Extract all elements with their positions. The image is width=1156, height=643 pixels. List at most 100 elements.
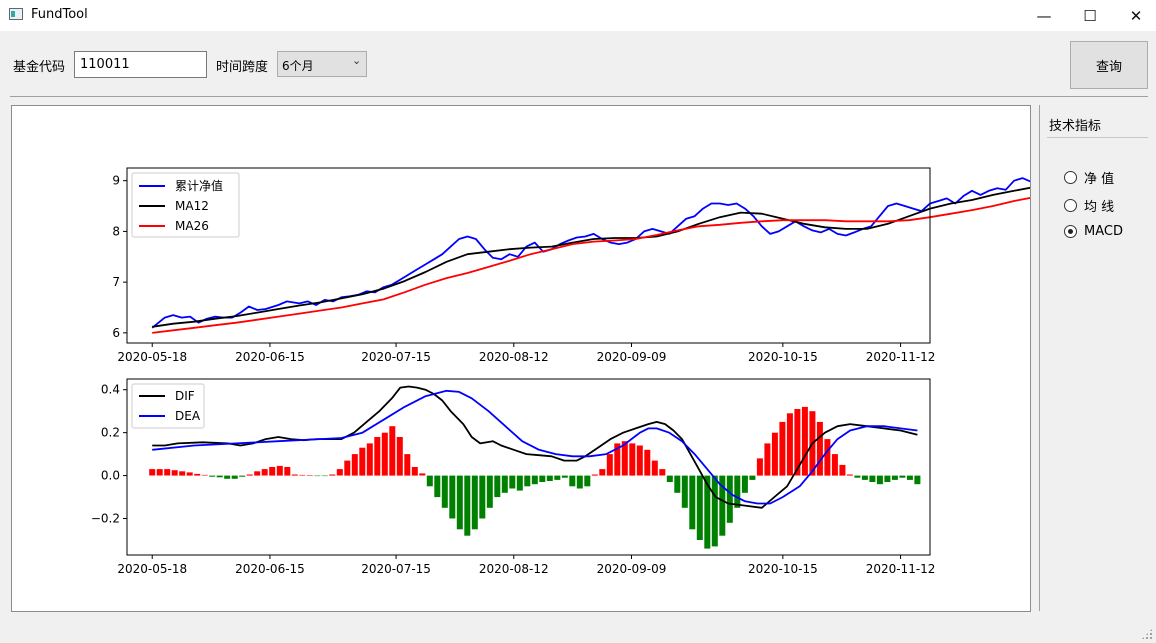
legend-label-MA26: MA26 (175, 219, 209, 233)
radio-macd[interactable]: MACD (1064, 224, 1123, 239)
macd-bar (689, 475, 696, 530)
macd-bar (651, 460, 658, 476)
radio-ma[interactable]: 均 线 (1064, 196, 1114, 215)
series-line-累计净值 (151, 174, 1048, 329)
radio-circle[interactable] (1064, 199, 1077, 212)
nav-chart-xtick-label: 2020-06-15 (235, 350, 305, 364)
macd-bar (696, 475, 703, 540)
macd-bar (164, 469, 171, 476)
nav-chart-ytick-label: 9 (112, 174, 120, 188)
macd-chart-xtick-label: 2020-08-12 (479, 562, 549, 576)
macd-bar (149, 469, 156, 476)
macd-chart-ytick-label: 0.0 (101, 469, 120, 483)
macd-bar (614, 443, 621, 476)
macd-bar (786, 413, 793, 476)
minimize-button[interactable]: — (1036, 6, 1052, 25)
macd-bar (336, 469, 343, 476)
macd-bar (276, 465, 283, 476)
macd-bar (156, 469, 163, 476)
macd-bar (254, 471, 261, 476)
app-icon (9, 8, 23, 20)
macd-bar (606, 454, 613, 476)
radio-nav[interactable]: 净 值 (1064, 168, 1114, 187)
macd-bar (524, 475, 531, 487)
macd-bar (831, 454, 838, 476)
radio-circle-checked[interactable] (1064, 225, 1077, 238)
macd-bar (359, 447, 366, 476)
macd-bar (299, 474, 306, 476)
nav-chart-frame (126, 167, 931, 344)
macd-bar (891, 475, 898, 480)
macd-bar (494, 475, 501, 498)
macd-bar (674, 475, 681, 493)
series-line-DEA (152, 389, 918, 505)
radio-label-macd: MACD (1084, 224, 1123, 239)
macd-bar (779, 421, 786, 476)
macd-bar (539, 475, 546, 482)
chart-canvas: 2020-05-18 2020-06-15 2020-07-15 2020-08-12… (11, 105, 1048, 612)
macd-bar (734, 475, 741, 508)
macd-bar (509, 475, 516, 489)
macd-bar (854, 475, 861, 478)
macd-bar (546, 475, 553, 481)
macd-bar (659, 469, 666, 476)
macd-bar (314, 475, 321, 477)
macd-bar (801, 406, 808, 476)
macd-bar (749, 475, 756, 480)
macd-bar (434, 475, 441, 498)
macd-chart-xtick-label: 2020-10-15 (748, 562, 818, 576)
macd-bar (531, 475, 538, 485)
macd-bar (389, 426, 396, 476)
macd-bar (171, 470, 178, 476)
time-span-select[interactable]: 6个月 ⌄ (277, 51, 367, 77)
macd-bar (426, 475, 433, 487)
macd-bar (666, 475, 673, 482)
macd-bar (464, 475, 471, 536)
macd-bar (794, 409, 801, 476)
macd-bar (449, 475, 456, 519)
maximize-button[interactable]: ☐ (1083, 6, 1097, 25)
query-button[interactable]: 查询 (1070, 41, 1148, 89)
nav-chart-xtick-label: 2020-10-15 (748, 350, 818, 364)
macd-bar (351, 454, 358, 476)
nav-chart-xtick-label: 2020-08-12 (479, 350, 549, 364)
macd-bar (569, 475, 576, 487)
fund-code-label: 基金代码 (13, 60, 66, 75)
macd-bar (456, 475, 463, 530)
macd-chart-legend: DIF DEA (131, 383, 205, 429)
macd-bar (561, 475, 568, 478)
macd-bar (621, 441, 628, 476)
macd-bar (239, 475, 246, 477)
macd-bar (396, 437, 403, 476)
time-span-value: 6个月 (282, 59, 314, 73)
close-button[interactable]: ✕ (1129, 6, 1143, 25)
macd-bar (719, 475, 726, 536)
macd-bar (374, 437, 381, 476)
radio-circle[interactable] (1064, 171, 1077, 184)
macd-chart-xtick-label: 2020-11-12 (866, 562, 936, 576)
series-line-MA12 (152, 184, 1048, 328)
legend-label-MA12: MA12 (175, 199, 209, 213)
macd-chart-xtick-label: 2020-07-15 (361, 562, 431, 576)
macd-bar (516, 475, 523, 491)
macd-bar (329, 474, 336, 476)
macd-bar (486, 475, 493, 508)
macd-bar (246, 474, 253, 476)
panel-title-underline (1047, 137, 1148, 138)
panel-divider (1039, 105, 1040, 611)
macd-bar (381, 432, 388, 476)
macd-bar (306, 475, 313, 476)
resize-grip-icon[interactable] (1141, 628, 1153, 640)
macd-bar (269, 467, 276, 476)
macd-bar (741, 475, 748, 493)
macd-bar (554, 475, 561, 480)
radio-label-nav: 净 值 (1084, 172, 1115, 187)
fund-code-input[interactable] (74, 51, 207, 78)
radio-label-ma: 均 线 (1084, 200, 1115, 215)
legend-label-DIF: DIF (175, 389, 195, 403)
macd-bar (869, 475, 876, 482)
macd-bar (839, 464, 846, 476)
toolbar-divider (10, 96, 1148, 97)
nav-chart-xtick-label: 2020-09-09 (597, 350, 667, 364)
macd-bar (479, 475, 486, 519)
